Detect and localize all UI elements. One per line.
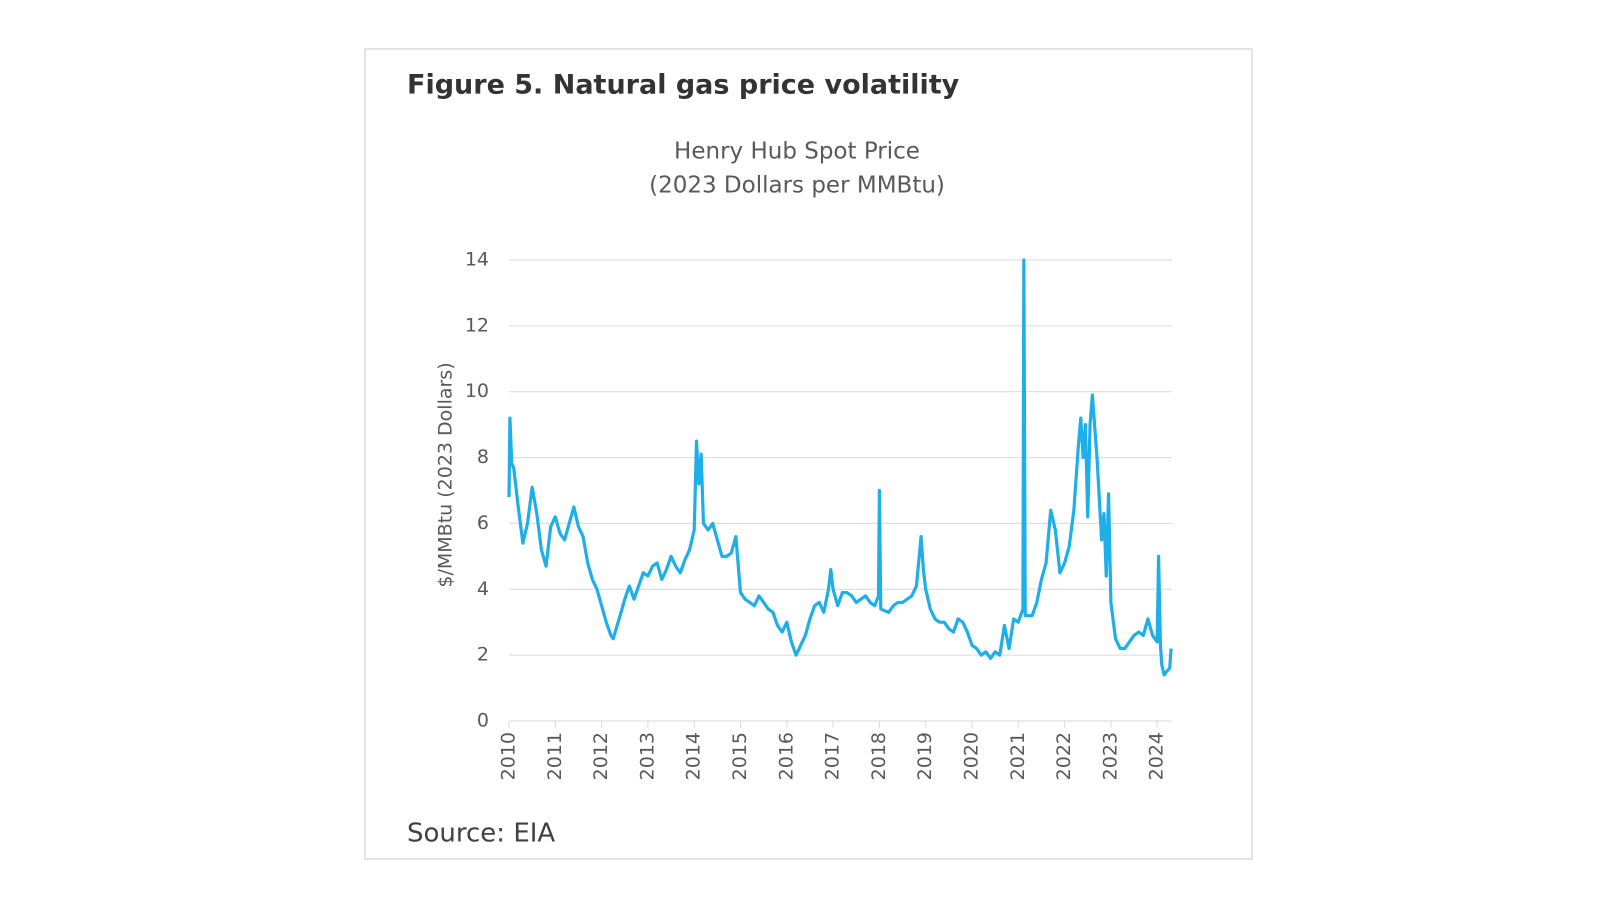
- x-tick-label: 2020: [960, 732, 982, 780]
- x-tick-label: 2023: [1099, 732, 1121, 780]
- y-tick-label: 2: [477, 644, 489, 666]
- y-tick-label: 12: [465, 314, 489, 336]
- x-tick-label: 2021: [1007, 732, 1029, 780]
- chart-subtitle: (2023 Dollars per MMBtu): [649, 173, 945, 199]
- x-tick-label: 2016: [775, 732, 797, 780]
- y-tick-label: 0: [477, 710, 489, 732]
- x-tick-label: 2024: [1146, 732, 1168, 780]
- x-tick-label: 2022: [1053, 732, 1075, 780]
- y-tick-label: 4: [477, 578, 489, 600]
- y-axis-label: $/MMBtu (2023 Dollars): [435, 362, 457, 587]
- source-note: Source: EIA: [407, 819, 555, 849]
- figure-heading: Figure 5. Natural gas price volatility: [407, 70, 960, 101]
- x-tick-label: 2013: [636, 732, 658, 780]
- x-tick-label: 2012: [590, 732, 612, 780]
- x-tick-label: 2014: [683, 732, 705, 780]
- x-tick-label: 2018: [868, 732, 890, 780]
- y-tick-label: 10: [465, 380, 489, 402]
- x-tick-label: 2015: [729, 732, 751, 780]
- x-tick-label: 2011: [544, 732, 566, 780]
- y-tick-label: 8: [477, 446, 489, 468]
- price-line: [507, 258, 1173, 677]
- x-tick-label: 2019: [914, 732, 936, 780]
- x-tick-label: 2010: [498, 732, 520, 780]
- x-tick-label: 2017: [822, 732, 844, 780]
- y-tick-label: 14: [465, 249, 489, 271]
- y-tick-label: 6: [477, 512, 489, 534]
- chart-title: Henry Hub Spot Price: [674, 139, 920, 165]
